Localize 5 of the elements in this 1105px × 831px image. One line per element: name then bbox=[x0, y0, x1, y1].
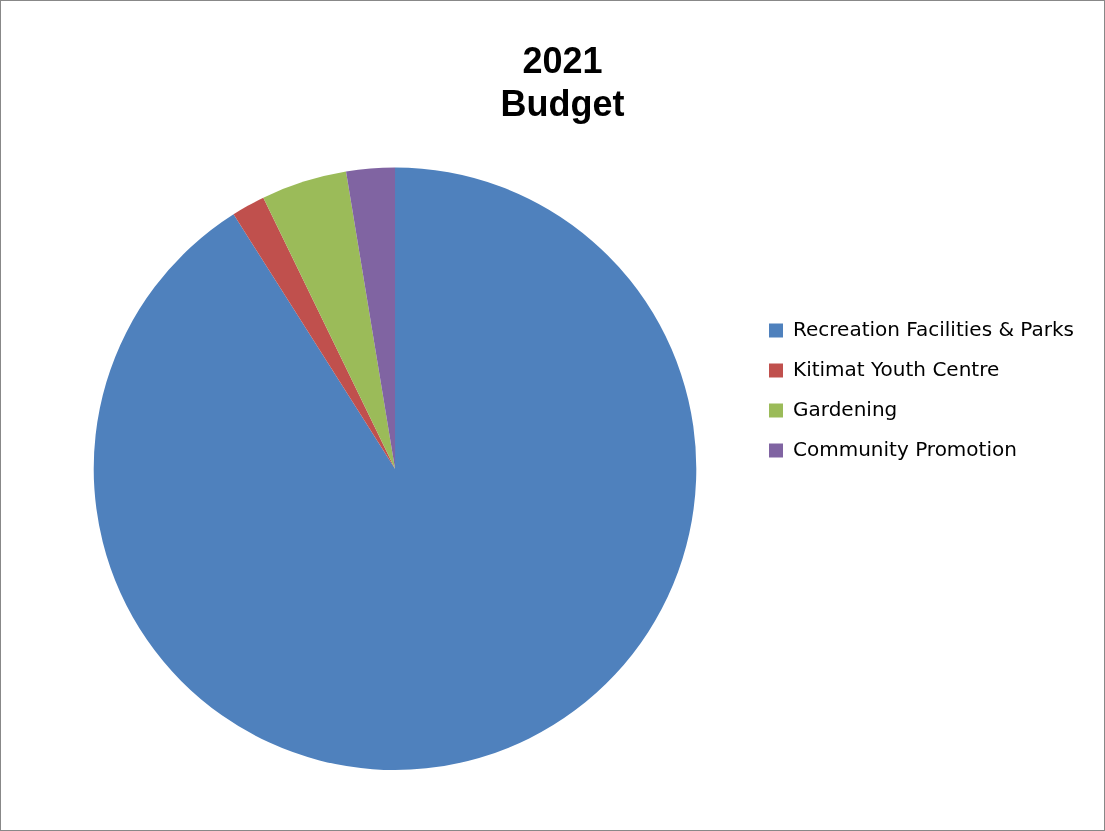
legend-label: Gardening bbox=[793, 396, 898, 421]
legend-label: Kitimat Youth Centre bbox=[793, 356, 1000, 381]
legend-label: Community Promotion bbox=[793, 436, 1017, 461]
legend-label: Recreation Facilities & Parks bbox=[793, 316, 1075, 341]
chart-title: 2021 Budget bbox=[500, 39, 625, 124]
